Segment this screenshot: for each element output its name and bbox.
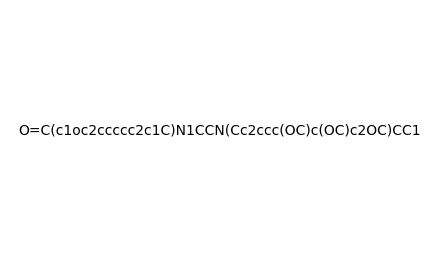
- Text: O=C(c1oc2ccccc2c1C)N1CCN(Cc2ccc(OC)c(OC)c2OC)CC1: O=C(c1oc2ccccc2c1C)N1CCN(Cc2ccc(OC)c(OC)…: [18, 123, 420, 138]
